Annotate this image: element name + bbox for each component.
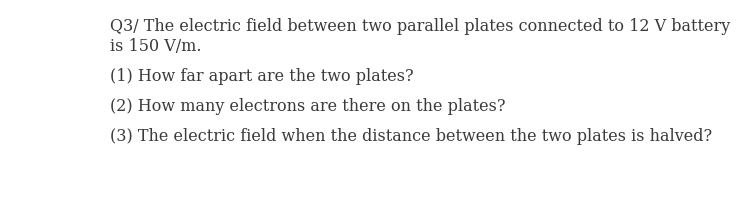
Text: (3) The electric field when the distance between the two plates is halved?: (3) The electric field when the distance…	[110, 128, 712, 145]
Text: is 150 V/m.: is 150 V/m.	[110, 38, 202, 55]
Text: Q3/ The electric field between two parallel plates connected to 12 V battery: Q3/ The electric field between two paral…	[110, 18, 730, 35]
Text: (2) How many electrons are there on the plates?: (2) How many electrons are there on the …	[110, 98, 506, 115]
Text: (1) How far apart are the two plates?: (1) How far apart are the two plates?	[110, 68, 414, 85]
